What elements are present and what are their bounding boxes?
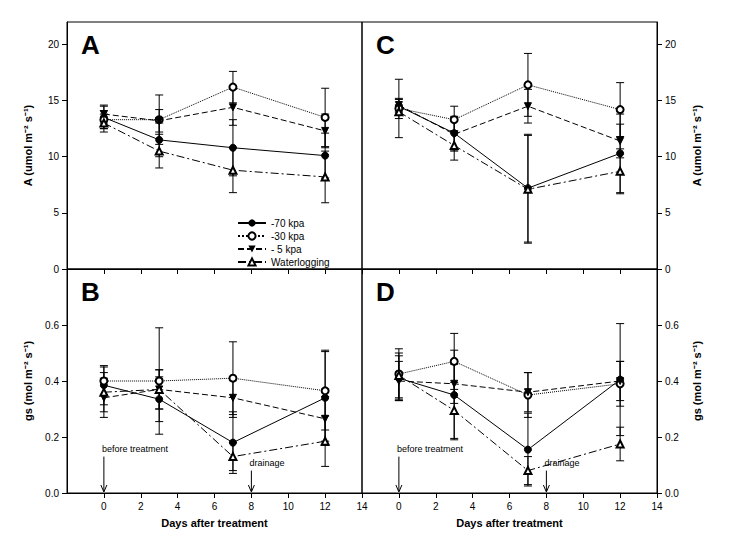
svg-text:-30 kpa: -30 kpa [271,231,305,242]
svg-text:0: 0 [396,501,402,512]
svg-text:6: 6 [507,501,513,512]
svg-text:A: A [81,30,100,60]
svg-text:0.0: 0.0 [45,488,59,499]
svg-text:B: B [81,277,100,307]
svg-text:12: 12 [615,501,627,512]
svg-text:Waterlogging: Waterlogging [271,257,330,268]
svg-text:C: C [376,30,395,60]
svg-text:before treatment: before treatment [102,444,169,454]
svg-text:Days after treatment: Days after treatment [456,517,563,529]
svg-text:15: 15 [48,95,60,106]
svg-text:15: 15 [665,95,677,106]
svg-text:0: 0 [101,501,107,512]
svg-text:-70 kpa: -70 kpa [271,218,305,229]
svg-text:5: 5 [53,207,59,218]
svg-text:12: 12 [320,501,332,512]
svg-text:0.4: 0.4 [45,376,59,387]
svg-text:0.6: 0.6 [45,320,59,331]
svg-text:Days after treatment: Days after treatment [161,517,268,529]
svg-text:2: 2 [138,501,144,512]
svg-text:gs (mol m⁻² s⁻¹): gs (mol m⁻² s⁻¹) [22,341,34,421]
svg-text:0.6: 0.6 [665,320,679,331]
svg-text:0.2: 0.2 [45,432,59,443]
svg-text:2: 2 [433,501,439,512]
svg-text:20: 20 [48,39,60,50]
svg-text:0.2: 0.2 [665,432,679,443]
svg-text:gs (mol m⁻² s⁻¹): gs (mol m⁻² s⁻¹) [691,341,703,421]
svg-text:A (umol m⁻² s⁻¹): A (umol m⁻² s⁻¹) [691,104,703,186]
svg-text:drainage: drainage [249,458,284,468]
svg-text:0: 0 [665,264,671,275]
svg-text:8: 8 [544,501,550,512]
svg-text:10: 10 [665,151,677,162]
svg-text:20: 20 [665,39,677,50]
svg-text:before treatment: before treatment [397,444,464,454]
svg-text:0: 0 [53,264,59,275]
svg-text:6: 6 [212,501,218,512]
svg-text:- 5 kpa: - 5 kpa [271,244,302,255]
svg-text:4: 4 [470,501,476,512]
svg-text:5: 5 [665,207,671,218]
svg-text:14: 14 [356,501,368,512]
svg-text:10: 10 [48,151,60,162]
svg-text:4: 4 [175,501,181,512]
svg-text:8: 8 [249,501,255,512]
svg-text:D: D [376,277,395,307]
svg-text:drainage: drainage [544,458,579,468]
svg-text:14: 14 [651,501,663,512]
svg-text:0.0: 0.0 [665,488,679,499]
svg-text:0.4: 0.4 [665,376,679,387]
svg-text:10: 10 [578,501,590,512]
svg-text:10: 10 [283,501,295,512]
svg-text:A (umol m⁻² s⁻¹): A (umol m⁻² s⁻¹) [22,104,34,186]
